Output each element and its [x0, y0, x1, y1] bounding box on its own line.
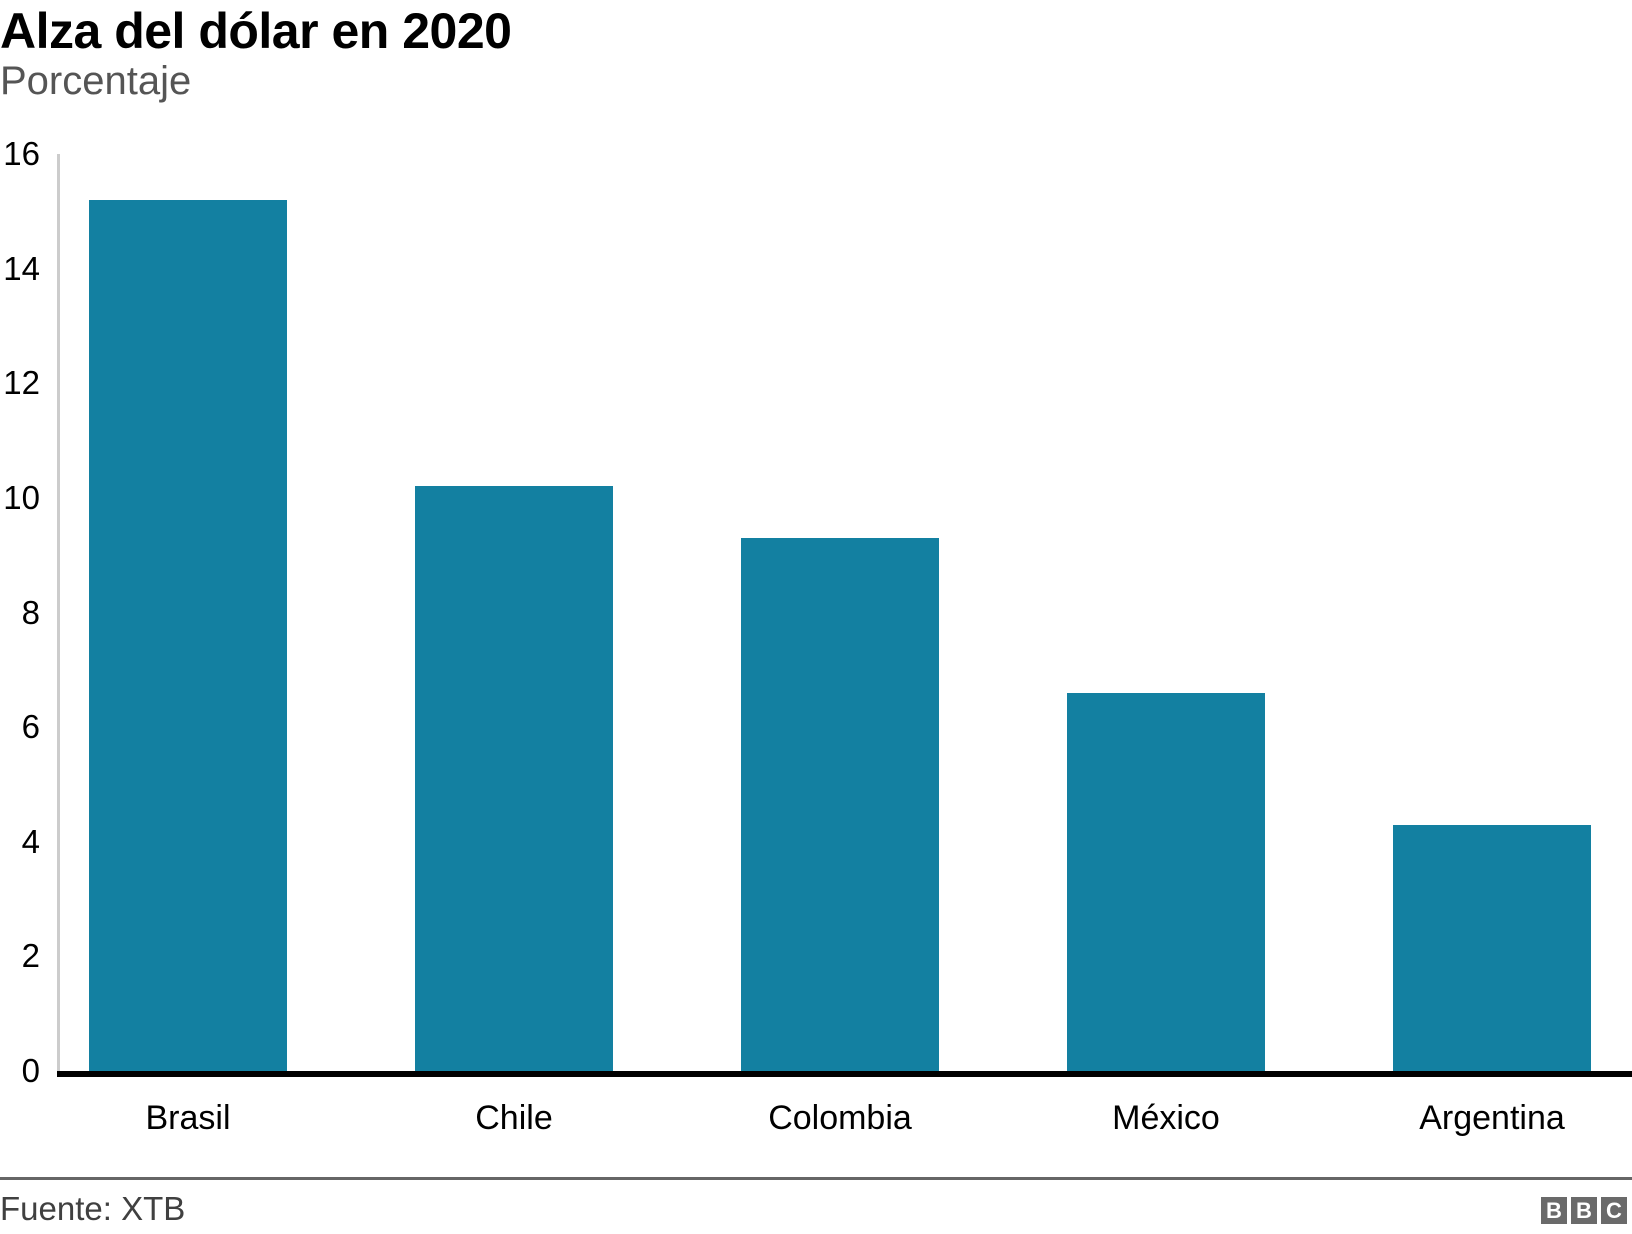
- bbc-logo: B B C: [1541, 1197, 1627, 1224]
- y-axis-line: [57, 154, 60, 1071]
- bbc-logo-block-1: B: [1541, 1197, 1567, 1224]
- y-tick-label: 14: [3, 249, 40, 287]
- x-axis-label: Argentina: [1419, 1099, 1565, 1137]
- bbc-logo-block-2: B: [1571, 1197, 1597, 1224]
- y-tick-label: 0: [21, 1052, 40, 1089]
- x-axis-label: Brasil: [145, 1099, 231, 1137]
- y-tick-label: 6: [21, 708, 40, 746]
- source-attribution: Fuente: XTB: [0, 1190, 186, 1227]
- footer-divider: [0, 1177, 1632, 1180]
- y-tick-label: 16: [3, 135, 40, 172]
- bar-chile: [415, 486, 613, 1071]
- y-tick-label: 10: [3, 478, 40, 516]
- chart-subtitle: Porcentaje: [0, 59, 192, 103]
- bbc-logo-block-3: C: [1601, 1197, 1627, 1224]
- chart-title: Alza del dólar en 2020: [0, 3, 512, 59]
- bar-brasil: [89, 199, 287, 1071]
- bar-argentina: [1393, 824, 1591, 1071]
- bar-colombia: [741, 537, 939, 1071]
- bar-mexico: [1067, 692, 1265, 1071]
- y-tick-label: 2: [21, 937, 40, 975]
- x-axis-label: Colombia: [768, 1099, 912, 1137]
- x-axis-label: Chile: [475, 1099, 553, 1137]
- x-axis-baseline: [57, 1071, 1632, 1077]
- y-tick-label: 4: [21, 822, 40, 860]
- y-tick-label: 12: [3, 364, 40, 402]
- y-tick-label: 8: [21, 593, 40, 631]
- x-axis-label: México: [1112, 1099, 1220, 1137]
